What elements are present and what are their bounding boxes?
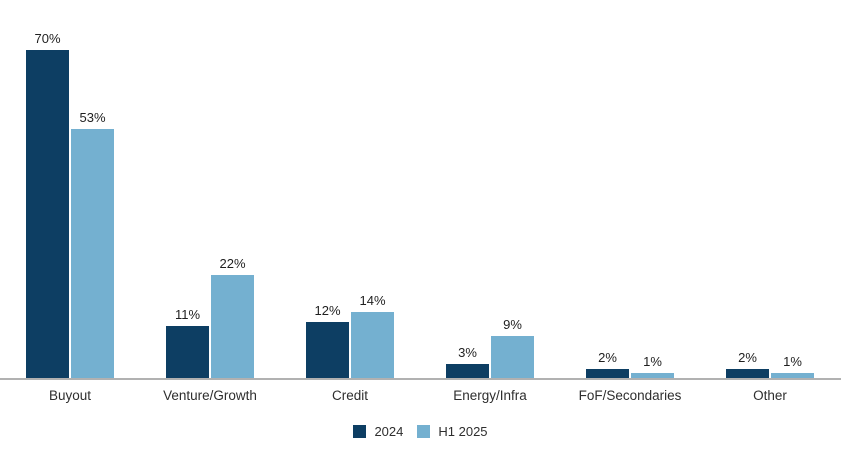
bar-wrap: 3% (446, 345, 489, 378)
bar-2024 (26, 49, 69, 378)
bar-h1-2025 (211, 274, 254, 378)
value-label-h1-2025: 1% (643, 354, 662, 370)
bar-wrap: 2% (586, 350, 629, 378)
category-label-other: Other (753, 388, 787, 403)
legend: 2024 H1 2025 (0, 424, 841, 439)
bar-wrap: 1% (771, 354, 814, 378)
legend-swatch-2024 (353, 425, 367, 438)
value-label-2024: 11% (174, 307, 201, 323)
bar-group-buyout: 70% 53% (0, 31, 140, 378)
value-label-2024: 2% (738, 349, 757, 365)
category-label-fof-secondaries: FoF/Secondaries (578, 388, 682, 403)
bar-2024 (726, 368, 769, 378)
value-label-h1-2025: 22% (219, 255, 246, 271)
bar-h1-2025 (631, 373, 674, 378)
x-axis-line (0, 378, 841, 380)
category-label-energy-infra: Energy/Infra (453, 388, 527, 403)
value-label-h1-2025: 14% (359, 293, 386, 309)
bar-2024 (306, 321, 349, 378)
legend-swatch-h1-2025 (417, 425, 431, 438)
bar-h1-2025 (491, 335, 534, 378)
plot-area: 70% 53% 11% 22% 12% 14% (0, 31, 840, 378)
legend-item-h1-2025: H1 2025 (417, 424, 488, 439)
legend-item-2024: 2024 (353, 424, 403, 439)
bar-group-other: 2% 1% (700, 350, 840, 378)
legend-label-h1-2025: H1 2025 (438, 424, 488, 439)
bar-2024 (166, 326, 209, 378)
category-label-venture-growth: Venture/Growth (163, 388, 257, 403)
value-label-h1-2025: 9% (503, 316, 522, 332)
value-label-h1-2025: 1% (783, 354, 802, 370)
value-label-h1-2025: 53% (79, 110, 106, 126)
value-label-2024: 3% (458, 344, 477, 360)
bar-wrap: 12% (306, 303, 349, 378)
bar-wrap: 2% (726, 350, 769, 378)
bar-group-energy-infra: 3% 9% (420, 317, 560, 378)
category-axis-labels: Buyout Venture/Growth Credit Energy/Infr… (0, 388, 841, 403)
legend-label-2024: 2024 (374, 424, 404, 439)
bar-h1-2025 (351, 312, 394, 378)
category-label-buyout: Buyout (48, 388, 92, 403)
bar-2024 (446, 363, 489, 378)
bar-wrap: 14% (351, 293, 394, 378)
value-label-2024: 70% (34, 30, 61, 46)
category-label-credit: Credit (331, 388, 368, 403)
bar-h1-2025 (771, 373, 814, 378)
bar-wrap: 70% (26, 31, 69, 378)
bar-h1-2025 (71, 129, 114, 378)
bar-2024 (586, 368, 629, 378)
bar-wrap: 1% (631, 354, 674, 378)
bar-wrap: 22% (211, 256, 254, 378)
bar-wrap: 53% (71, 110, 114, 378)
bar-group-fof-secondaries: 2% 1% (560, 350, 700, 378)
bar-wrap: 9% (491, 317, 534, 378)
bar-group-credit: 12% 14% (280, 293, 420, 378)
bar-wrap: 11% (166, 307, 209, 378)
grouped-bar-chart: 70% 53% 11% 22% 12% 14% (0, 31, 841, 439)
value-label-2024: 12% (314, 302, 341, 318)
value-label-2024: 2% (598, 349, 617, 365)
bar-group-venture-growth: 11% 22% (140, 256, 280, 378)
